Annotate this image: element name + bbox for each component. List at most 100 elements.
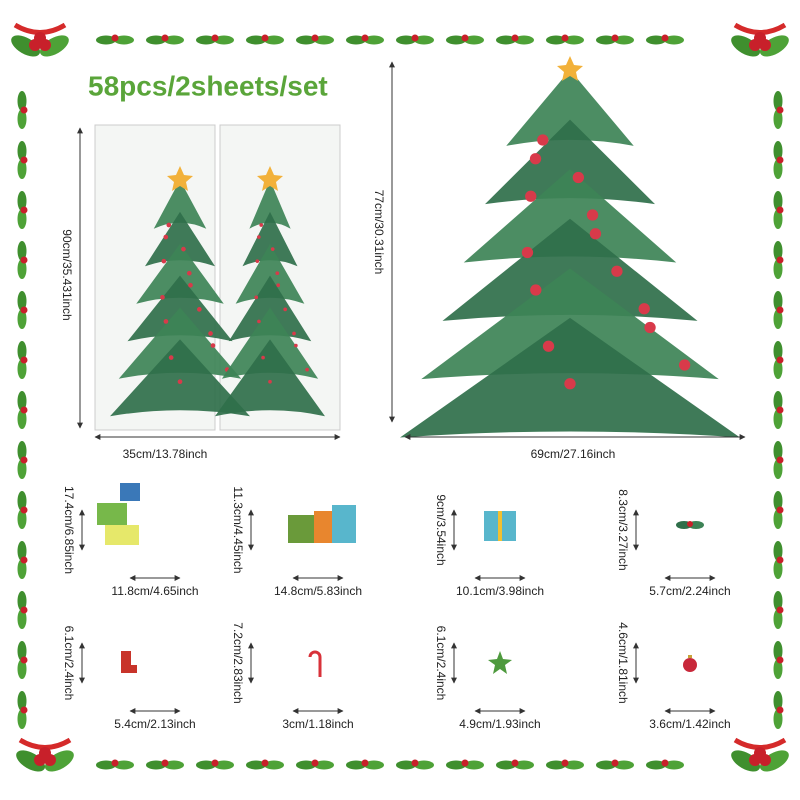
leaf: [773, 659, 783, 679]
dimension-label: 8.3cm/3.27inch: [616, 489, 630, 570]
leaf: [214, 35, 234, 45]
ornament: [254, 295, 259, 300]
stocking: [121, 651, 137, 673]
berry: [161, 759, 169, 767]
holly: [773, 391, 784, 429]
ribbon: [733, 737, 787, 750]
leaf: [264, 35, 284, 45]
leaf: [773, 709, 783, 729]
ribbon: [18, 737, 72, 750]
leaf: [96, 760, 116, 770]
holly: [396, 759, 434, 770]
holly: [17, 291, 28, 329]
holly: [446, 34, 484, 45]
leaf: [264, 760, 284, 770]
berry: [511, 759, 519, 767]
holly: [17, 141, 28, 179]
dimension-label: 6.1cm/2.4inch: [62, 626, 76, 701]
berry: [261, 759, 269, 767]
holly: [646, 34, 684, 45]
leaf: [414, 35, 434, 45]
leaf: [44, 750, 74, 772]
leaf: [17, 591, 27, 611]
dimension-label: 3.6cm/1.42inch: [649, 717, 730, 731]
leaf: [773, 191, 783, 211]
dimension-label: 9cm/3.54inch: [434, 494, 448, 565]
holly: [773, 91, 784, 129]
leaf: [17, 691, 27, 711]
leaf: [773, 209, 783, 229]
holly: [17, 91, 28, 129]
ribbon: [498, 511, 502, 541]
berry: [687, 521, 693, 527]
dimension-label: 6.1cm/2.4inch: [434, 626, 448, 701]
leaf: [17, 391, 27, 411]
leaf: [17, 609, 27, 629]
ornament: [160, 294, 165, 300]
holly: [17, 541, 28, 579]
leaf: [773, 609, 783, 629]
leaf: [564, 35, 584, 45]
leaf: [759, 750, 789, 772]
holly: [773, 291, 784, 329]
tree-layer: [235, 243, 305, 304]
leaf: [759, 35, 789, 57]
holly: [17, 591, 28, 629]
leaf: [731, 35, 761, 57]
leaf: [214, 760, 234, 770]
leaf: [17, 409, 27, 429]
berry: [561, 759, 569, 767]
dimension-label: 3cm/1.18inch: [282, 717, 353, 731]
gift: [314, 511, 336, 543]
holly: [773, 491, 784, 529]
berry: [211, 759, 219, 767]
ornament: [186, 270, 192, 276]
ornament: [521, 246, 534, 259]
dimension-label: 7.2cm/2.83inch: [231, 622, 245, 703]
dimension-label: 14.8cm/5.83inch: [274, 584, 362, 598]
leaf: [146, 35, 166, 45]
leaf: [196, 35, 216, 45]
holly: [773, 241, 784, 279]
berry: [20, 406, 28, 414]
leaf: [314, 760, 334, 770]
ornament: [537, 134, 549, 146]
holly: [246, 34, 284, 45]
title: 58pcs/2sheets/set: [88, 70, 328, 101]
leaf: [16, 750, 46, 772]
sticker: [488, 651, 512, 674]
ornament: [294, 343, 298, 348]
leaf: [17, 359, 27, 379]
gift: [105, 525, 139, 545]
holly: [146, 34, 184, 45]
ornament: [270, 247, 275, 251]
star: [557, 56, 583, 81]
ribbon: [733, 22, 787, 35]
leaf: [296, 35, 316, 45]
gift: [120, 483, 140, 501]
berry: [20, 456, 28, 464]
ribbon: [13, 22, 67, 35]
ornament: [166, 222, 172, 228]
berry: [261, 34, 269, 42]
sticker: [676, 521, 704, 529]
leaf: [17, 641, 27, 661]
ornament: [163, 234, 169, 240]
berry: [611, 34, 619, 42]
berry: [20, 106, 28, 114]
leaf: [364, 35, 384, 45]
sticker: [683, 655, 697, 672]
ornament: [564, 378, 576, 390]
ornament: [644, 321, 656, 334]
dimension-label: 90cm/35.431inch: [60, 229, 74, 320]
leaf: [773, 459, 783, 479]
berry: [20, 706, 28, 714]
berry: [776, 506, 784, 514]
leaf: [296, 760, 316, 770]
ornament: [268, 379, 272, 384]
holly: [346, 759, 384, 770]
dimension-label: 4.9cm/1.93inch: [459, 717, 540, 731]
berry: [20, 206, 28, 214]
corner-holly: [11, 22, 69, 57]
leaf: [246, 35, 266, 45]
